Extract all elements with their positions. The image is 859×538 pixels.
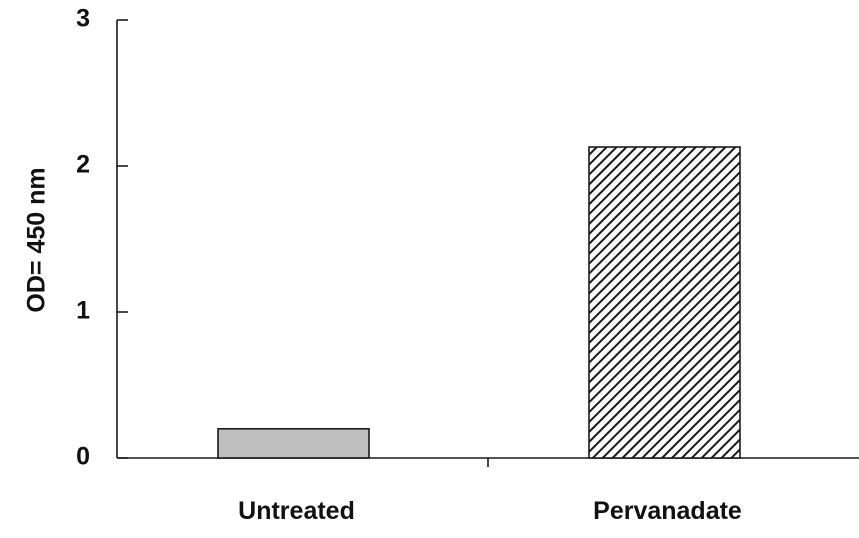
- y-tick-label: 1: [76, 297, 90, 325]
- y-tick-label: 0: [76, 443, 90, 471]
- y-axis-ticks: 0 1 2 3: [76, 5, 128, 471]
- bar-pervanadate: [588, 146, 741, 459]
- y-axis-title: OD= 450 nm: [23, 167, 51, 312]
- x-category-label: Untreated: [238, 497, 355, 525]
- x-category-label: Pervanadate: [593, 497, 742, 525]
- bars: [217, 146, 741, 459]
- bar-untreated: [217, 427, 370, 459]
- y-tick-label: 2: [76, 151, 90, 179]
- y-tick-label: 3: [76, 5, 90, 33]
- x-axis-labels: Untreated Pervanadate: [238, 497, 742, 525]
